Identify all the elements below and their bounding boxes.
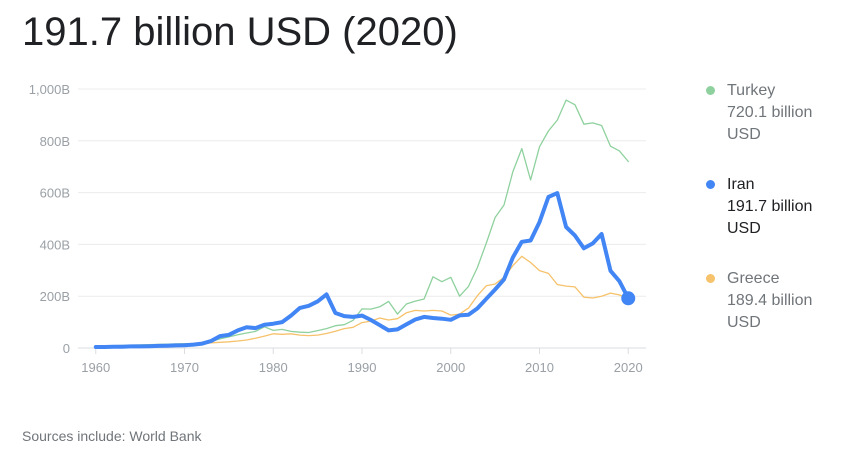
x-tick-label: 2020 xyxy=(614,360,643,375)
series-endpoint-iran[interactable] xyxy=(621,291,636,306)
y-tick-label: 600B xyxy=(40,186,70,201)
series-line-turkey[interactable] xyxy=(95,99,629,347)
legend-item-turkey[interactable]: Turkey 720.1 billion USD xyxy=(706,80,836,146)
series-line-greece[interactable] xyxy=(95,255,629,348)
x-tick-label: 1980 xyxy=(259,360,288,375)
legend-item-iran[interactable]: Iran 191.7 billion USD xyxy=(706,174,836,240)
series-line-iran[interactable] xyxy=(93,191,631,349)
x-axis: 1960 1970 1980 1990 2000 2010 2020 xyxy=(81,348,643,375)
legend-item-greece[interactable]: Greece 189.4 billion USD xyxy=(706,268,836,334)
x-tick-label: 1960 xyxy=(81,360,110,375)
x-tick-label: 2000 xyxy=(436,360,465,375)
x-tick-label: 2010 xyxy=(525,360,554,375)
legend-value-turkey: 720.1 billion USD xyxy=(727,104,813,143)
y-tick-label: 0 xyxy=(63,341,70,356)
gridlines xyxy=(78,88,646,349)
y-tick-label: 1,000B xyxy=(29,82,70,97)
page-title: 191.7 billion USD (2020) xyxy=(22,10,458,54)
x-tick-label: 1970 xyxy=(170,360,199,375)
series-layer xyxy=(93,99,636,349)
legend-value-greece: 189.4 billion USD xyxy=(727,292,813,331)
y-tick-label: 200B xyxy=(40,289,70,304)
legend: Turkey 720.1 billion USD Iran 191.7 bill… xyxy=(706,80,836,362)
y-tick-label: 800B xyxy=(40,134,70,149)
legend-name-greece: Greece xyxy=(727,270,780,287)
y-tick-label: 400B xyxy=(40,237,70,252)
legend-dot-iran xyxy=(706,180,715,189)
legend-name-turkey: Turkey xyxy=(727,82,776,99)
x-tick-label: 1990 xyxy=(348,360,377,375)
legend-value-iran: 191.7 billion USD xyxy=(727,198,813,237)
legend-name-iran: Iran xyxy=(727,176,755,193)
y-axis: 0 200B 400B 600B 800B 1,000B xyxy=(29,82,70,356)
legend-dot-turkey xyxy=(706,86,715,95)
sources-note: Sources include: World Bank xyxy=(22,428,202,444)
legend-dot-greece xyxy=(706,274,715,283)
